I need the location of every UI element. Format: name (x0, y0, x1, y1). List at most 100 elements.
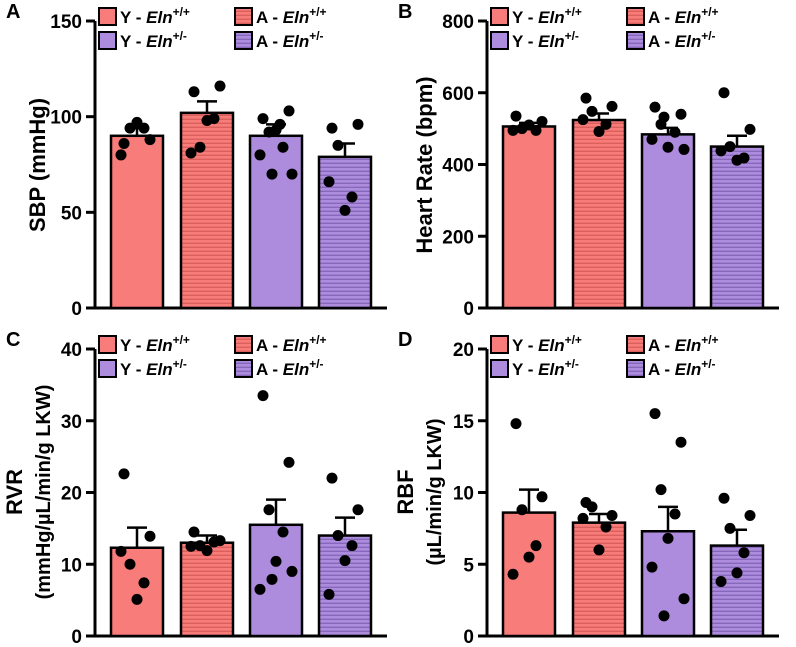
data-point (536, 115, 548, 127)
y-tick-label: 600 (442, 84, 474, 105)
y-axis-label: Heart Rate (bpm) (412, 76, 437, 253)
y-tick-label: 400 (442, 156, 474, 177)
data-point (118, 468, 130, 480)
data-point (718, 87, 730, 99)
bar (317, 155, 373, 310)
y-tick-label: 50 (61, 203, 82, 224)
legend-label: A - Eln+/- (256, 29, 324, 51)
legend-swatch (490, 359, 509, 378)
legend-swatch (490, 7, 509, 26)
data-point (724, 522, 736, 534)
data-point (185, 540, 197, 552)
data-point (124, 558, 136, 570)
legend-label: A - Eln+/- (648, 29, 716, 51)
data-point (118, 137, 130, 149)
data-point (115, 149, 127, 161)
legend-label: Y - Eln+/+ (512, 5, 582, 27)
data-point (266, 168, 278, 180)
legend-label: Y - Eln+/- (512, 29, 579, 51)
data-point (655, 484, 667, 496)
bar (640, 529, 696, 638)
data-point (662, 532, 674, 544)
bar (709, 145, 765, 310)
data-point (510, 418, 522, 430)
data-point (649, 101, 661, 113)
data-point (731, 154, 743, 166)
data-point (144, 134, 156, 146)
legend-swatch (234, 335, 253, 354)
data-point (332, 139, 344, 151)
data-point (724, 141, 736, 153)
bar (640, 133, 696, 310)
legend-swatch (98, 359, 117, 378)
data-point (346, 191, 358, 203)
data-point (326, 122, 338, 134)
data-point (744, 123, 756, 135)
y-tick-label: 100 (50, 108, 82, 129)
data-point (185, 147, 197, 159)
y-tick-label: 15 (453, 412, 475, 433)
legend-label: A - Eln+/- (256, 357, 324, 379)
data-point (339, 555, 351, 567)
data-point (649, 408, 661, 420)
data-point (678, 143, 690, 155)
data-point (646, 133, 658, 145)
legend-swatch (626, 335, 645, 354)
legend-swatch (626, 31, 645, 50)
data-point (606, 509, 618, 521)
legend-swatch (234, 31, 253, 50)
legend-label: A - Eln+/+ (256, 333, 327, 355)
bar (109, 546, 165, 638)
y-tick-label: 20 (61, 484, 82, 505)
y-axis-unit-label: (µL/min/g LKW) (424, 418, 446, 565)
data-point (675, 436, 687, 448)
y-tick-label: 40 (61, 340, 82, 361)
data-point (208, 536, 220, 548)
data-point (188, 526, 200, 538)
data-point (257, 113, 269, 125)
panel-letter: B (398, 1, 412, 23)
data-point (530, 540, 542, 552)
data-point (323, 176, 335, 188)
panel-letter: D (398, 329, 412, 351)
data-point (593, 544, 605, 556)
data-point (593, 125, 605, 137)
data-point (323, 588, 335, 600)
y-tick-label: 0 (463, 627, 474, 647)
data-point (586, 501, 598, 513)
bar (501, 125, 557, 310)
data-point (658, 610, 670, 622)
data-point (606, 100, 618, 112)
legend-swatch (98, 7, 117, 26)
data-point (675, 108, 687, 120)
y-tick-label: 30 (61, 412, 82, 433)
data-point (577, 114, 589, 126)
panel-d: D RBF (µL/min/g LKW) 0 5 10 15 20 Y - Eln+/+ A - … (393, 329, 779, 647)
data-point (332, 530, 344, 542)
legend-swatch (490, 335, 509, 354)
data-point (536, 491, 548, 503)
y-tick-label: 200 (442, 227, 474, 248)
data-point (339, 204, 351, 216)
legend-label: Y - Eln+/+ (120, 5, 190, 27)
data-point (352, 504, 364, 516)
y-tick-label: 0 (463, 299, 474, 320)
data-point (352, 118, 364, 130)
data-point (669, 126, 681, 138)
data-point (678, 593, 690, 605)
panel-c: C RVR (mmHg/µL/min/g LKW) 0 10 20 30 40 Y - Eln+… (2, 329, 387, 647)
data-point (270, 555, 282, 567)
data-point (254, 583, 266, 595)
legend: Y - Eln+/+ A - Eln+/+ Y - Eln+/- A - Eln+/- (98, 5, 327, 51)
data-point (214, 80, 226, 92)
legend-swatch (626, 359, 645, 378)
y-axis-label: RBF (393, 469, 418, 514)
data-point (283, 105, 295, 117)
panel-letter: A (6, 1, 20, 23)
legend: Y - Eln+/+ A - Eln+/+ Y - Eln+/- A - Eln+/- (98, 333, 327, 379)
y-tick-label: 800 (442, 12, 474, 33)
data-point (507, 568, 519, 580)
data-point (131, 593, 143, 605)
data-point (715, 575, 727, 587)
data-point (600, 118, 612, 130)
